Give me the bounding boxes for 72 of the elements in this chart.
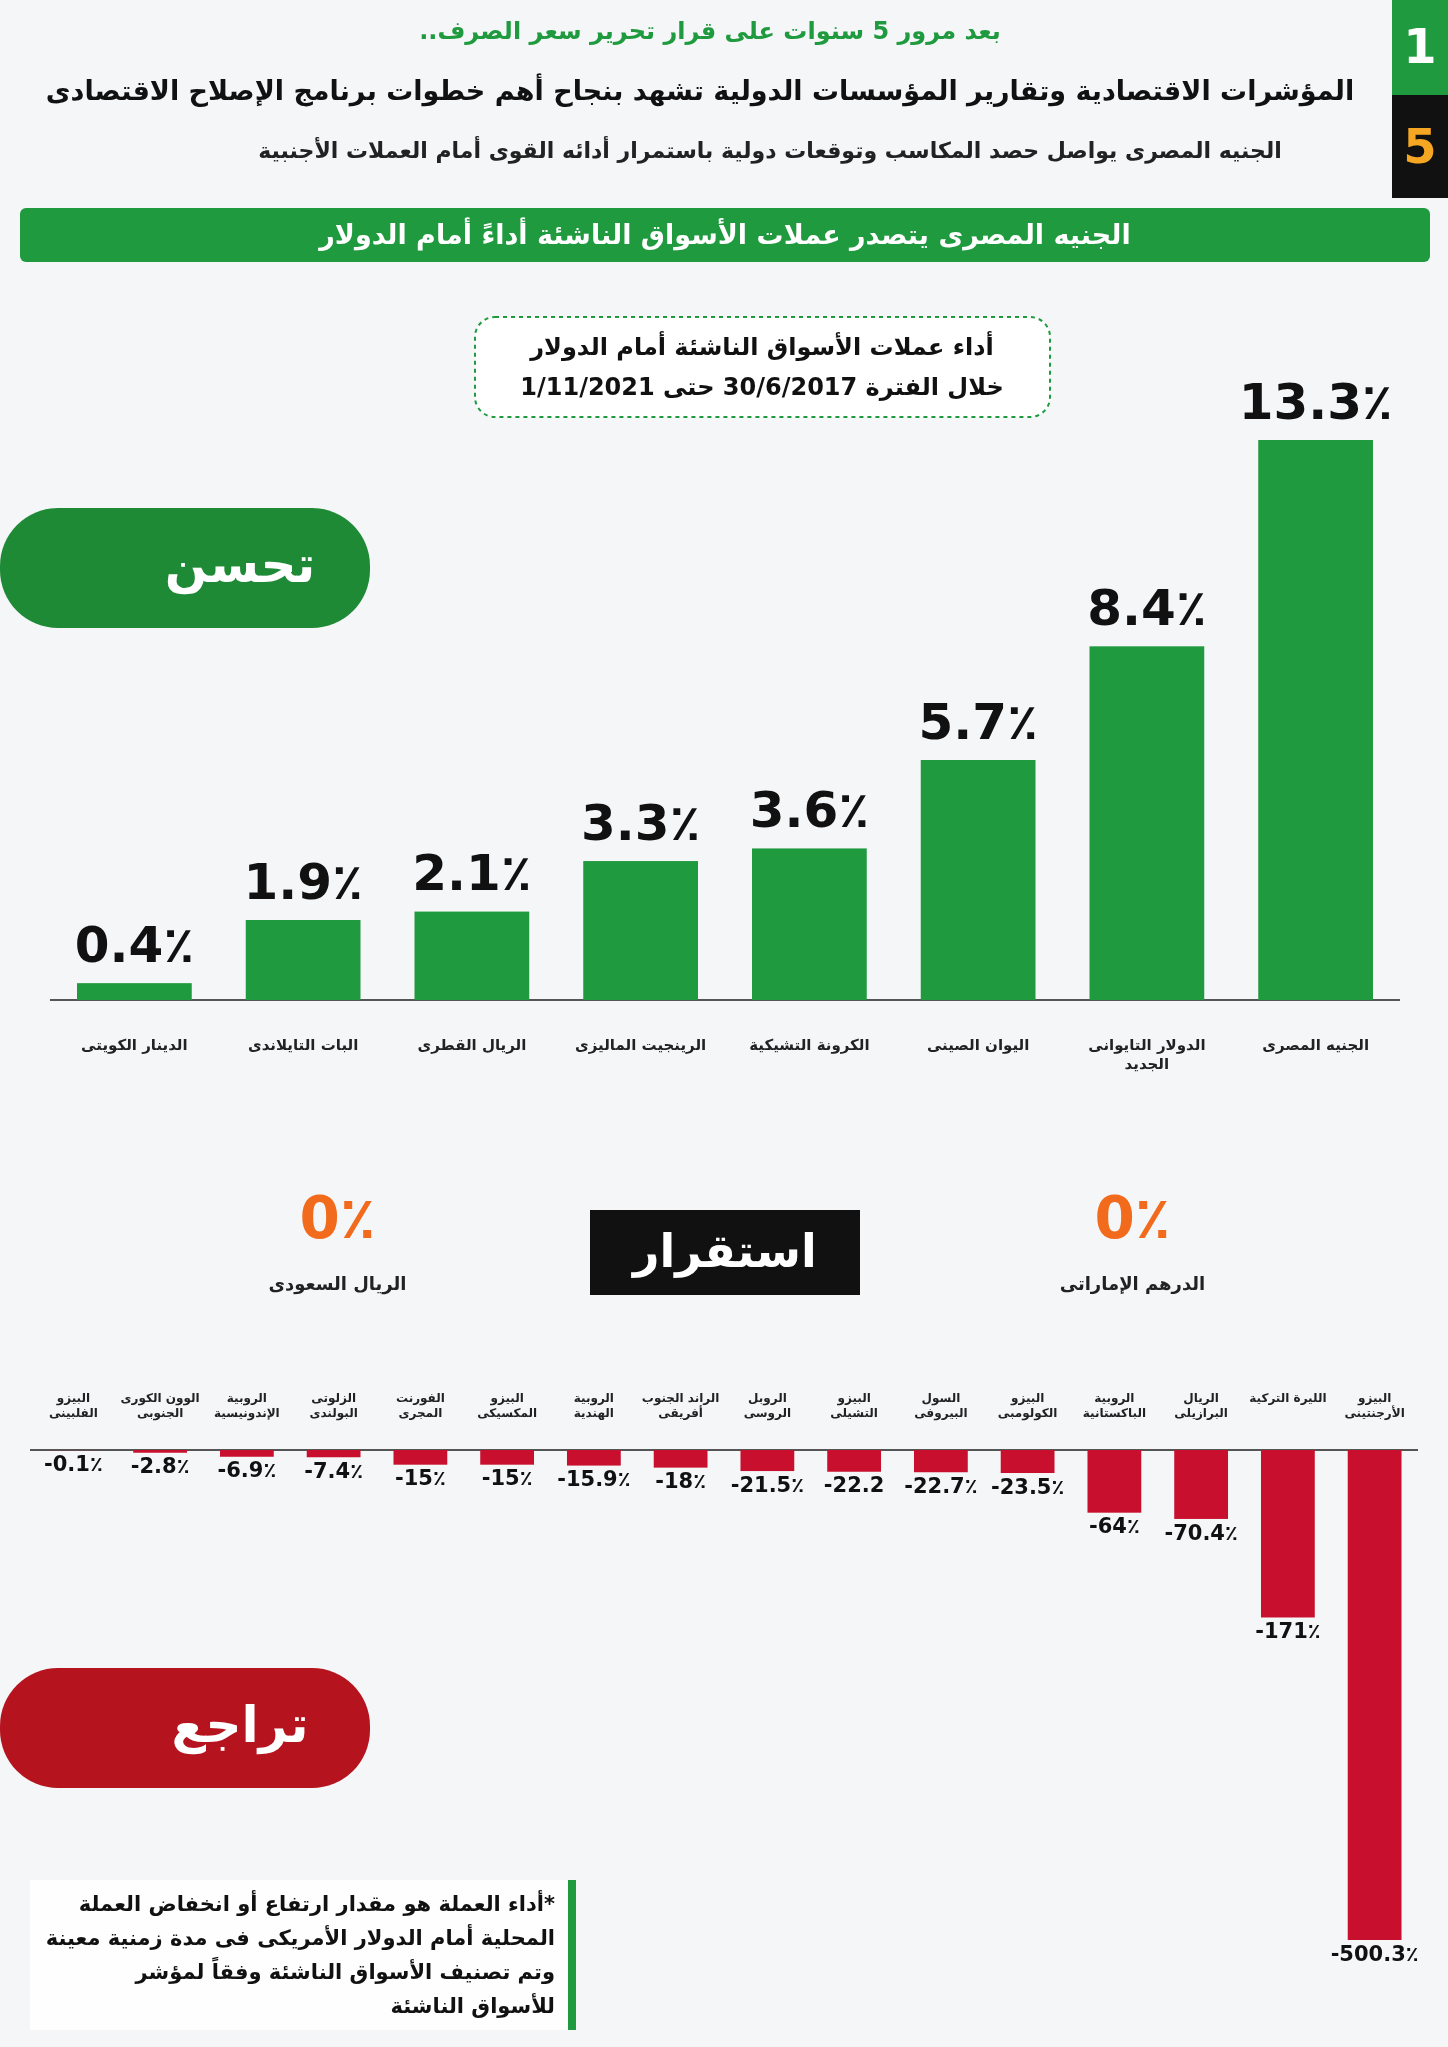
text: الجنيه المصرى يتصدر عملات الأسواق الناشئة أداءً أمام الدولار	[317, 216, 1131, 251]
data-label: 5.7٪	[918, 692, 1038, 751]
data-label: -23.5٪	[990, 1474, 1065, 1499]
x-tick-label: الروبية الإندونيسية	[214, 1390, 280, 1422]
category-label: الدرهم الإماراتى	[1059, 1273, 1206, 1294]
x-tick-label: الدينار الكويتى	[81, 1035, 188, 1054]
bar	[1089, 646, 1205, 1000]
x-tick-label: الجنيه المصرى	[1262, 1035, 1370, 1054]
text: 1	[1403, 18, 1437, 74]
x-tick-label: الرينجيت الماليزى	[575, 1035, 707, 1054]
text: خلال الفترة 30/6/2017 حتى 1/11/2021	[520, 373, 1004, 401]
x-tick-label: البيزو المكسيكى	[477, 1390, 538, 1421]
x-tick-label: البيزو التشيلى	[830, 1390, 878, 1421]
data-label: -64٪	[1088, 1514, 1140, 1539]
text: 5	[1403, 118, 1437, 174]
data-label: -500.3٪	[1330, 1941, 1419, 1966]
data-label: -21.5٪	[730, 1472, 805, 1497]
x-tick-label: الروبل الروسى	[743, 1390, 792, 1422]
data-label: -7.4٪	[304, 1458, 363, 1483]
chart-title: المؤشرات الاقتصادية وتقارير المؤسسات الدولية تشهد بنجاح أهم خطوات برنامج الإصلاح الاقتصادى	[45, 72, 1355, 107]
annotation: *أداء العملة هو مقدار ارتفاع أو انخفاض العملة المحلية أمام الدولار الأمريكى فى مدة زمنية معينة وتم تصنيف الأسواق الناشئة وفقاً لمؤشر للأسواق الناشئة	[45, 1889, 556, 2018]
chart-subtitle: الجنيه المصرى يواصل حصد المكاسب وتوقعات دولية باستمرار أدائه القوى أمام العملات الأجنبية	[258, 135, 1282, 164]
text: أداء عملات الأسواق الناشئة أمام الدولار	[529, 331, 994, 361]
x-tick-label: البات التايلاندى	[247, 1035, 359, 1054]
data-label: 0٪	[1094, 1184, 1171, 1253]
data-label: -18٪	[655, 1469, 707, 1494]
x-tick-label: الليرة التركية	[1249, 1390, 1327, 1405]
data-label: -70.4٪	[1164, 1520, 1238, 1545]
data-label: -22.7٪	[904, 1473, 978, 1498]
data-label: -171٪	[1255, 1619, 1321, 1644]
x-tick-label: الفورنت المجرى	[395, 1390, 445, 1421]
x-tick-label: اليوان الصينى	[926, 1035, 1030, 1054]
data-label: 0٪	[299, 1184, 376, 1253]
bar	[414, 911, 530, 1000]
data-label: -15٪	[394, 1466, 446, 1491]
text: استقرار	[631, 1223, 817, 1278]
bar	[1258, 440, 1373, 1000]
data-label: -22.2	[823, 1473, 885, 1498]
category-label: الريال السعودى	[268, 1273, 407, 1295]
x-tick-label: السول البيروفى	[914, 1390, 968, 1422]
data-label: 2.1٪	[412, 844, 532, 903]
x-tick-label: الريال البرازيلى	[1174, 1390, 1228, 1421]
x-tick-label: الراند الجنوب أفريقى	[641, 1390, 720, 1421]
bar	[245, 920, 361, 1000]
data-label: 8.4٪	[1087, 578, 1207, 637]
annotation: تحسن	[164, 535, 316, 595]
data-label: -15٪	[481, 1466, 533, 1491]
x-tick-label: الروبية الهندية	[573, 1390, 614, 1421]
x-tick-label: الكرونة التشيكية	[749, 1035, 870, 1054]
x-tick-label: البيزو الفلبينى	[48, 1390, 98, 1421]
text: تراجع	[171, 1695, 309, 1755]
x-tick-label: الدولار التايوانى الجديد	[1088, 1035, 1206, 1073]
bar	[77, 983, 192, 1000]
x-tick-label: الروبية الباكستانية	[1082, 1390, 1147, 1421]
data-label: 0.4٪	[74, 915, 194, 974]
bar	[752, 848, 867, 1000]
bar	[920, 760, 1036, 1000]
x-tick-label: البيزو الأرجنتينى	[1344, 1390, 1405, 1421]
data-label: 3.3٪	[581, 793, 701, 852]
x-tick-label: الريال القطرى	[417, 1035, 527, 1054]
bar	[583, 861, 698, 1000]
text: بعد مرور 5 سنوات على قرار تحرير سعر الصرف..	[419, 17, 1001, 45]
data-label: 3.6٪	[749, 780, 869, 839]
data-label: -2.8٪	[130, 1454, 190, 1479]
x-tick-label: الزلوتى البولندى	[309, 1390, 358, 1422]
x-tick-label: الوون الكورى الجنوبى	[120, 1390, 200, 1422]
data-label: -6.9٪	[217, 1458, 277, 1483]
data-label: 1.9٪	[243, 852, 363, 911]
data-label: -0.1٪	[44, 1451, 103, 1476]
data-label: 13.3٪	[1238, 372, 1393, 431]
data-label: -15.9٪	[557, 1467, 631, 1492]
x-tick-label: البيزو الكولومبى	[997, 1390, 1058, 1422]
